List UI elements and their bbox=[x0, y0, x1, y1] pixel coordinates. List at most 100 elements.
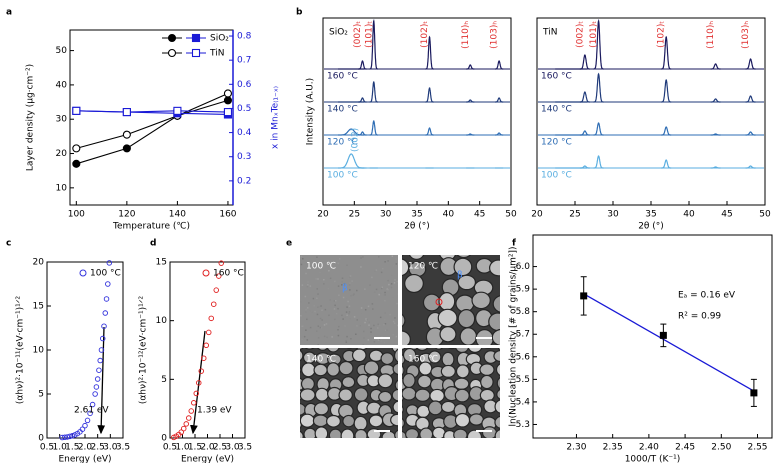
speckle bbox=[370, 331, 372, 333]
peak-label: (002)ₜ bbox=[575, 21, 585, 48]
data-point bbox=[122, 144, 131, 153]
peak bbox=[495, 132, 504, 136]
speckle bbox=[380, 271, 383, 274]
speckle bbox=[369, 284, 371, 286]
peak bbox=[661, 35, 672, 70]
speckle bbox=[321, 319, 323, 321]
grain bbox=[326, 362, 341, 377]
x-tick-label: 160 bbox=[219, 210, 236, 220]
speckle bbox=[397, 324, 398, 327]
peak-label: (110)ₕ bbox=[706, 21, 716, 49]
sem-image bbox=[402, 255, 500, 345]
speckle bbox=[321, 309, 323, 312]
speckle bbox=[316, 288, 318, 290]
peak bbox=[358, 131, 367, 136]
speckle bbox=[347, 300, 349, 303]
speckle bbox=[370, 333, 372, 335]
speckle bbox=[353, 316, 356, 318]
peak bbox=[466, 99, 475, 103]
speckle bbox=[346, 264, 348, 267]
peak-label: (102)ₜ bbox=[657, 21, 667, 48]
panel-label: b bbox=[296, 8, 303, 18]
speckle bbox=[365, 319, 368, 321]
speckle bbox=[390, 263, 393, 266]
speckle bbox=[325, 323, 328, 325]
phase-label: β bbox=[457, 271, 463, 281]
speckle bbox=[317, 306, 319, 309]
speckle bbox=[312, 297, 315, 300]
y-tick-label: 5 bbox=[38, 390, 44, 400]
grain bbox=[394, 429, 398, 438]
y-tick-label: 6.0 bbox=[516, 262, 531, 272]
grain bbox=[338, 388, 353, 402]
grain bbox=[496, 376, 500, 390]
grain bbox=[453, 428, 468, 438]
speckle bbox=[348, 311, 351, 313]
x-axis-label: Energy (eV) bbox=[58, 455, 111, 463]
speckle bbox=[326, 336, 328, 339]
speckle bbox=[361, 313, 363, 315]
speckle bbox=[362, 256, 364, 258]
panel-title: TiN bbox=[542, 28, 557, 38]
x-tick-label: 2.40 bbox=[639, 443, 659, 453]
data-point bbox=[93, 384, 100, 390]
speckle bbox=[300, 314, 302, 317]
speckle bbox=[349, 282, 351, 285]
grain bbox=[438, 292, 456, 311]
peak bbox=[745, 58, 756, 70]
speckle bbox=[329, 277, 332, 280]
sem-background bbox=[300, 255, 398, 345]
speckle bbox=[349, 289, 351, 291]
speckle bbox=[328, 270, 330, 272]
trace-label: 120 °C bbox=[327, 138, 358, 148]
peak bbox=[710, 63, 721, 70]
y-axis-label: (αhν)²·10⁻¹²(eV·cm⁻¹)¹ᐟ² bbox=[139, 295, 149, 404]
x-tick-label: 2.35 bbox=[603, 443, 623, 453]
sem-label: 140 ℃ bbox=[306, 355, 336, 365]
speckle bbox=[307, 284, 309, 286]
speckle bbox=[367, 339, 370, 341]
data-point bbox=[82, 422, 88, 429]
grain bbox=[341, 376, 356, 389]
grain bbox=[402, 348, 406, 351]
grain bbox=[481, 426, 498, 438]
trace-label: 160 °C bbox=[327, 72, 358, 82]
x-tick-label: 100 bbox=[68, 210, 85, 220]
speckle bbox=[336, 332, 338, 335]
speckle bbox=[348, 276, 351, 279]
grain bbox=[440, 364, 456, 378]
trace-label: 160 °C bbox=[541, 72, 572, 82]
y-tick-label: 30 bbox=[56, 115, 68, 125]
grain bbox=[454, 412, 471, 428]
data-point bbox=[106, 260, 113, 266]
x-tick-label: 3.5 bbox=[116, 443, 130, 453]
peak bbox=[425, 35, 434, 70]
speckle bbox=[364, 308, 367, 311]
grain bbox=[434, 348, 444, 350]
speckle bbox=[384, 294, 386, 296]
data-point bbox=[79, 426, 86, 432]
data-point bbox=[580, 292, 588, 300]
data-point bbox=[173, 106, 182, 115]
speckle bbox=[319, 326, 322, 329]
speckle bbox=[397, 293, 398, 295]
grain bbox=[454, 388, 470, 403]
grain bbox=[494, 399, 500, 414]
speckle bbox=[386, 329, 388, 331]
grain bbox=[419, 427, 434, 438]
x-tick-label: 1.0 bbox=[53, 443, 68, 453]
grain bbox=[497, 348, 500, 352]
sem-label: 120 ℃ bbox=[408, 262, 438, 272]
speckle bbox=[379, 316, 382, 319]
speckle bbox=[300, 255, 303, 258]
data-point bbox=[102, 310, 109, 316]
sem-image bbox=[402, 348, 500, 438]
speckle bbox=[392, 320, 395, 323]
y-tick-label: 5.8 bbox=[516, 307, 531, 317]
grain bbox=[402, 364, 405, 376]
x-tick-label: 1.0 bbox=[175, 443, 190, 453]
x-tick-label: 40 bbox=[443, 210, 455, 220]
y-tick-label: 10 bbox=[56, 183, 68, 193]
speckle bbox=[397, 283, 398, 285]
x-tick-label: 3.5 bbox=[238, 443, 252, 453]
